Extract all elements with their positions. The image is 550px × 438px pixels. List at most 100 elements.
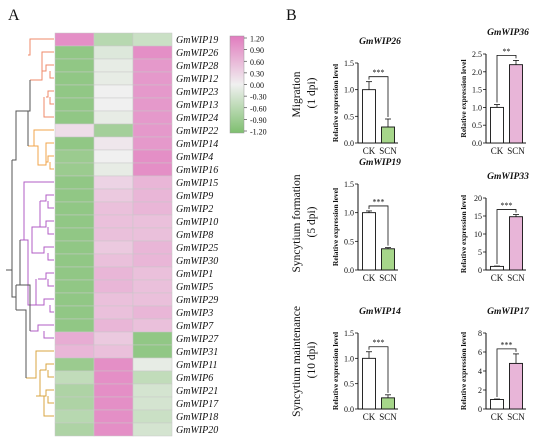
heatmap-row-label: GmWIP28 [176,61,218,72]
heatmap-cell [54,409,95,424]
bar-CK [362,357,376,410]
y-tick-label: 1.0 [344,209,354,218]
heatmap-row-label: GmWIP12 [176,74,218,85]
significance-bracket [368,346,389,393]
heatmap-cell [54,136,95,151]
y-tick-label: 0 [478,266,482,275]
heatmap-cell [93,188,134,203]
x-tick-label: SCN [379,273,397,283]
y-tick-label: 1.0 [344,354,354,363]
bar-CK [490,106,504,144]
heatmap-cell [132,344,173,359]
x-tick-label: CK [491,146,504,156]
heatmap-row-label: GmWIP24 [176,113,218,124]
heatmap-cell [132,305,173,320]
y-tick-label: 1.5 [344,329,354,338]
bar-CK [490,265,504,271]
y-axis-label: Relative expression level [459,59,468,137]
heatmap-row-label: GmWIP17 [176,399,219,410]
bar-charts: GmWIP26 Relative expression level 0.0 0.5 1.… [331,28,530,422]
colorbar-tick-label: -0.30 [250,93,267,102]
y-tick-label: 0.5 [344,237,354,246]
bar-chart-GmWIP33: GmWIP33 Relative expression level 0 5 10 15 20… [459,172,529,283]
heatmap-cell [93,227,134,242]
heatmap-cell [54,214,95,229]
heatmap: GmWIP19 GmWIP26 GmWIP28 GmWIP12 GmWIP23 GmWIP… [54,32,219,437]
heatmap-row-label: GmWIP31 [176,347,218,358]
bar-chart-title: GmWIP36 [487,28,529,38]
y-axis-label: Relative expression level [459,195,468,273]
heatmap-cell [93,45,134,60]
heatmap-cell [93,149,134,164]
heatmap-cell [93,253,134,268]
heatmap-row-label: GmWIP26 [176,48,218,59]
colorbar-tick-label: 0.60 [250,58,264,67]
colorbar-tick-label: 0.30 [250,69,264,78]
heatmap-row-label: GmWIP25 [176,243,218,254]
heatmap-cell [93,331,134,346]
y-tick-label: 0.0 [344,405,354,414]
bar-SCN [381,248,395,271]
y-tick-label: 10 [474,230,482,239]
y-tick-label: 20 [474,194,482,203]
y-tick-label: 0.0 [344,266,354,275]
heatmap-cell [54,97,95,112]
y-tick-label: 0.5 [344,380,354,389]
heatmap-row-label: GmWIP19 [176,35,218,46]
bar-chart-title: GmWIP17 [487,307,530,317]
heatmap-row-label: GmWIP3 [176,308,213,319]
heatmap-cell [54,149,95,164]
heatmap-cell [132,45,173,60]
significance-label: *** [373,197,385,206]
heatmap-cell [132,227,173,242]
heatmap-cell [93,175,134,190]
heatmap-row-label: GmWIP23 [176,87,218,98]
significance-label: *** [501,201,513,210]
heatmap-row-label: GmWIP7 [176,321,214,332]
heatmap-cell [54,370,95,385]
significance-label: *** [501,340,513,349]
stage-labels: Migration (1 dpi) Syncytium formation (5… [291,71,318,417]
heatmap-cell [132,149,173,164]
heatmap-cell [93,214,134,229]
heatmap-cell [54,32,95,47]
heatmap-cell [54,188,95,203]
heatmap-cell [132,188,173,203]
heatmap-cell [54,175,95,190]
heatmap-cell [93,292,134,307]
x-tick-label: CK [363,273,376,283]
x-tick-label: CK [491,273,504,283]
x-tick-label: CK [363,146,376,156]
heatmap-cell [54,422,95,437]
heatmap-row-label: GmWIP16 [176,165,218,176]
heatmap-cell [93,240,134,255]
colorbar: 1.20 0.90 0.60 0.30 0.00 -0.30 -0.60 -0.90 -1.20 [229,35,267,137]
heatmap-cell [54,318,95,333]
heatmap-cell [54,357,95,372]
colorbar-tick-label: -1.20 [250,128,267,137]
heatmap-cell [93,201,134,216]
x-tick-label: SCN [507,273,525,283]
significance-label: ** [503,47,511,56]
heatmap-row-label: GmWIP15 [176,178,218,189]
x-tick-label: SCN [379,412,397,422]
heatmap-cell [132,123,173,138]
significance-bracket [496,348,517,398]
y-tick-label: 6 [478,348,482,357]
heatmap-cell [93,136,134,151]
heatmap-cell [93,266,134,281]
bar-chart-title: GmWIP14 [359,307,401,317]
heatmap-cell [93,162,134,177]
heatmap-cell [132,71,173,86]
bar-CK [362,212,376,271]
heatmap-cell [54,292,95,307]
y-tick-label: 0.5 [472,121,482,130]
heatmap-cell [54,71,95,86]
heatmap-cell [54,331,95,346]
y-tick-label: 1.0 [344,86,354,95]
heatmap-row-label: GmWIP10 [176,217,218,228]
heatmap-cell [93,370,134,385]
y-tick-label: 1.5 [344,180,354,189]
heatmap-cell [132,32,173,47]
